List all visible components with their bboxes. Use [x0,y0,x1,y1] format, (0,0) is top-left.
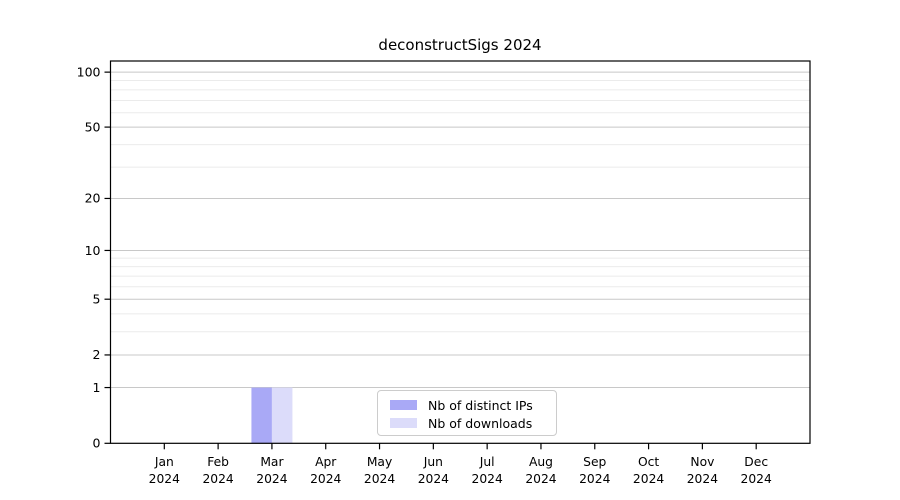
y-tick-label-20: 20 [85,191,101,206]
legend: Nb of distinct IPs Nb of downloads [377,390,557,436]
x-tick-label-year-aug-2024: 2024 [525,472,556,486]
legend-label-downloads: Nb of downloads [428,415,533,431]
x-tick-label-month-jun-2024: Jun [423,455,443,469]
x-tick-label-month-jul-2024: Jul [479,455,495,469]
legend-swatch-distinct-ips [390,400,417,410]
y-tick-label-100: 100 [77,64,101,79]
x-tick-label-year-oct-2024: 2024 [633,472,664,486]
x-tick-label-year-jun-2024: 2024 [418,472,449,486]
x-tick-label-year-feb-2024: 2024 [202,472,233,486]
plot-frame [109,60,811,444]
x-tick-label-year-mar-2024: 2024 [256,472,287,486]
legend-item-downloads: Nb of downloads [390,414,556,432]
x-tick-label-month-jan-2024: Jan [154,455,174,469]
x-tick-label-year-may-2024: 2024 [364,472,395,486]
legend-swatch-downloads [390,418,417,428]
y-tick-label-1: 1 [93,380,101,395]
chart-title: deconstructSigs 2024 [378,36,542,54]
x-tick-label-month-may-2024: May [367,455,392,469]
x-tick-label-month-mar-2024: Mar [260,455,284,469]
y-tick-label-5: 5 [93,292,101,307]
y-tick-label-50: 50 [85,119,101,134]
x-tick-label-month-apr-2024: Apr [315,455,337,469]
x-tick-label-year-jan-2024: 2024 [149,472,180,486]
x-tick-label-month-oct-2024: Oct [638,455,659,469]
legend-label-distinct-ips: Nb of distinct IPs [428,397,533,413]
x-tick-label-year-apr-2024: 2024 [310,472,341,486]
x-tick-label-month-aug-2024: Aug [529,455,553,469]
x-tick-label-month-feb-2024: Feb [207,455,229,469]
x-tick-label-month-dec-2024: Dec [744,455,768,469]
x-tick-label-month-nov-2024: Nov [690,455,714,469]
legend-item-distinct-ips: Nb of distinct IPs [390,396,556,414]
x-tick-label-year-sep-2024: 2024 [579,472,610,486]
y-tick-label-0: 0 [93,436,101,451]
y-tick-label-10: 10 [85,243,101,258]
x-tick-label-year-dec-2024: 2024 [741,472,772,486]
x-tick-label-year-nov-2024: 2024 [687,472,718,486]
y-tick-label-2: 2 [93,347,101,362]
x-tick-label-year-jul-2024: 2024 [472,472,503,486]
bar-nb-of-distinct-ips-mar-2024 [251,387,272,444]
bar-nb-of-downloads-mar-2024 [271,387,293,444]
x-tick-label-month-sep-2024: Sep [583,455,606,469]
